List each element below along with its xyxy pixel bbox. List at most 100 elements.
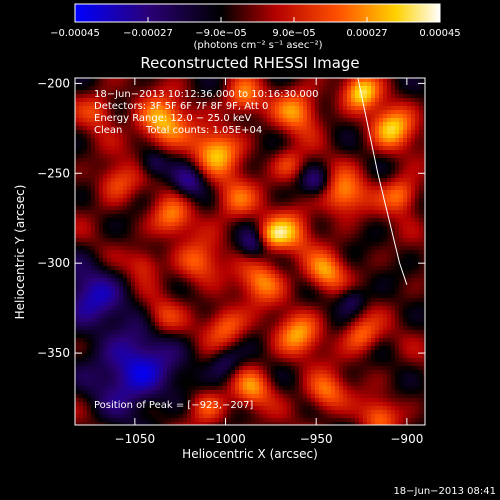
heatmap-cell — [127, 142, 132, 147]
heatmap-cell — [79, 166, 84, 171]
heatmap-cell — [139, 270, 144, 275]
heatmap-cell — [255, 382, 260, 387]
heatmap-cell — [255, 262, 260, 267]
heatmap-cell — [83, 254, 88, 259]
heatmap-cell — [179, 270, 184, 275]
heatmap-cell — [171, 98, 176, 103]
heatmap-cell — [83, 302, 88, 307]
heatmap-cell — [247, 250, 252, 255]
heatmap-cell — [103, 346, 108, 351]
heatmap-cell — [83, 126, 88, 131]
heatmap-cell — [127, 234, 132, 239]
heatmap-cell — [111, 270, 116, 275]
heatmap-cell — [239, 186, 244, 191]
heatmap-cell — [175, 82, 180, 87]
heatmap-cell — [103, 318, 108, 323]
heatmap-cell — [147, 174, 152, 179]
heatmap-cell — [271, 98, 276, 103]
heatmap-cell — [271, 422, 276, 425]
heatmap-cell — [259, 218, 264, 223]
heatmap-cell — [75, 118, 80, 123]
heatmap-cell — [127, 266, 132, 271]
heatmap-cell — [227, 146, 232, 151]
heatmap-cell — [291, 242, 296, 247]
heatmap-cell — [291, 138, 296, 143]
heatmap-cell — [299, 114, 304, 119]
heatmap-cell — [299, 310, 304, 315]
heatmap-cell — [231, 290, 236, 295]
heatmap-cell — [239, 298, 244, 303]
heatmap-cell — [159, 410, 164, 415]
heatmap-cell — [167, 310, 172, 315]
heatmap-cell — [263, 366, 268, 371]
heatmap-cell — [247, 122, 252, 127]
heatmap-cell — [79, 278, 84, 283]
heatmap-cell — [95, 282, 100, 287]
heatmap-cell — [227, 226, 232, 231]
heatmap-cell — [179, 130, 184, 135]
heatmap-cell — [275, 382, 280, 387]
heatmap-cell — [83, 274, 88, 279]
heatmap-cell — [155, 382, 160, 387]
heatmap-cell — [239, 206, 244, 211]
heatmap-cell — [131, 110, 136, 115]
heatmap-cell — [163, 394, 168, 399]
heatmap-cell — [219, 242, 224, 247]
heatmap-cell — [207, 98, 212, 103]
heatmap-cell — [127, 378, 132, 383]
heatmap-cell — [219, 310, 224, 315]
heatmap-cell — [135, 310, 140, 315]
heatmap-cell — [291, 222, 296, 227]
heatmap-cell — [167, 214, 172, 219]
heatmap-cell — [119, 302, 124, 307]
heatmap-cell — [187, 370, 192, 375]
heatmap-cell — [147, 250, 152, 255]
heatmap-cell — [79, 410, 84, 415]
heatmap-cell — [163, 262, 168, 267]
heatmap-cell — [179, 342, 184, 347]
heatmap-cell — [227, 218, 232, 223]
heatmap-cell — [255, 90, 260, 95]
heatmap-cell — [175, 414, 180, 419]
heatmap-cell — [99, 270, 104, 275]
heatmap-cell — [243, 194, 248, 199]
heatmap-cell — [123, 238, 128, 243]
heatmap-cell — [179, 210, 184, 215]
heatmap-cell — [115, 138, 120, 143]
heatmap-cell — [283, 318, 288, 323]
heatmap-cell — [147, 346, 152, 351]
heatmap-cell — [183, 90, 188, 95]
heatmap-cell — [167, 378, 172, 383]
heatmap-cell — [239, 254, 244, 259]
heatmap-cell — [215, 410, 220, 415]
heatmap-cell — [155, 226, 160, 231]
heatmap-cell — [191, 394, 196, 399]
heatmap-cell — [83, 182, 88, 187]
heatmap-cell — [147, 122, 152, 127]
heatmap-cell — [123, 394, 128, 399]
heatmap-cell — [275, 174, 280, 179]
heatmap-cell — [171, 126, 176, 131]
heatmap-cell — [279, 138, 284, 143]
heatmap-cell — [115, 150, 120, 155]
heatmap-cell — [143, 230, 148, 235]
heatmap-cell — [283, 190, 288, 195]
heatmap-cell — [119, 366, 124, 371]
heatmap-cell — [223, 266, 228, 271]
heatmap-cell — [79, 282, 84, 287]
heatmap-cell — [231, 394, 236, 399]
heatmap-cell — [283, 294, 288, 299]
heatmap-cell — [75, 406, 80, 411]
heatmap-cell — [175, 290, 180, 295]
heatmap-cell — [147, 210, 152, 215]
heatmap-cell — [75, 198, 80, 203]
heatmap-cell — [255, 422, 260, 425]
heatmap-cell — [239, 166, 244, 171]
heatmap-cell — [99, 362, 104, 367]
heatmap-cell — [175, 402, 180, 407]
heatmap-cell — [263, 158, 268, 163]
heatmap-cell — [171, 282, 176, 287]
heatmap-cell — [79, 182, 84, 187]
heatmap-cell — [75, 390, 80, 395]
heatmap-cell — [235, 218, 240, 223]
